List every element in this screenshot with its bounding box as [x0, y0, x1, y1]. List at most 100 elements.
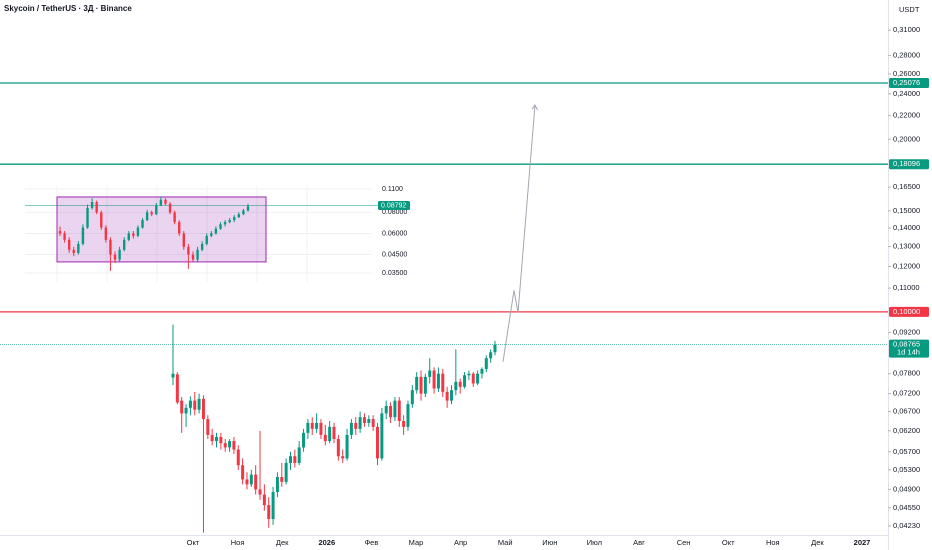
- candle-body: [210, 434, 214, 442]
- candle-body: [297, 447, 301, 463]
- candle-body: [410, 390, 414, 405]
- candle-body: [242, 210, 245, 215]
- y-tick-label: 0,16500: [893, 182, 920, 191]
- candle-body: [164, 199, 167, 204]
- candle-body: [349, 422, 353, 435]
- candle-body: [341, 456, 345, 459]
- candle-body: [58, 231, 62, 234]
- x-tick-label: Апр: [454, 538, 467, 547]
- candle-body: [332, 426, 336, 439]
- level-tag: [889, 306, 929, 317]
- candle-body: [471, 373, 475, 384]
- countdown-label: 1d 14h: [897, 348, 920, 357]
- candle-body: [193, 400, 197, 410]
- candle-body: [237, 214, 241, 218]
- candle-body: [200, 243, 204, 250]
- candle-body: [306, 422, 310, 433]
- x-tick-label: Авг: [633, 538, 645, 547]
- candle-body: [449, 390, 453, 401]
- level-tag: [889, 78, 929, 89]
- y-tick-label: 0,04900: [893, 484, 920, 493]
- x-tick-label: 2026: [318, 538, 335, 547]
- candle-body: [171, 373, 175, 378]
- candle-body: [136, 227, 140, 236]
- candle-body: [493, 344, 497, 353]
- candle-body: [463, 375, 467, 387]
- currency-label: USDT: [899, 5, 920, 14]
- candle-body: [215, 436, 219, 442]
- y-tick-label: 0,11000: [893, 283, 920, 292]
- candle-body: [271, 491, 275, 520]
- candle-body: [196, 249, 199, 260]
- candle-body: [284, 462, 288, 482]
- candle-body: [232, 441, 236, 450]
- candle-body: [310, 422, 314, 429]
- last-price-label: 0,08765: [893, 340, 920, 349]
- inset-y-tick-label: 0.1100: [382, 186, 403, 193]
- inset-last-price-label: 0.08792: [381, 202, 406, 209]
- candle-body: [72, 249, 75, 253]
- x-tick-label: Июн: [542, 538, 557, 547]
- candle-body: [262, 494, 266, 506]
- candle-body: [141, 220, 144, 228]
- inset-background: [25, 184, 413, 284]
- projection-arrow: [531, 104, 538, 111]
- candle-body: [175, 374, 179, 403]
- candle-body: [178, 222, 181, 234]
- candle-body: [258, 489, 262, 495]
- candle-body: [188, 400, 192, 408]
- candle-body: [467, 373, 471, 376]
- candle-body: [376, 426, 380, 459]
- candle-body: [155, 205, 158, 215]
- candle-body: [219, 224, 222, 229]
- candle-body: [454, 381, 458, 391]
- candle-body: [214, 228, 218, 234]
- inset-y-tick-label: 0.03500: [382, 270, 407, 277]
- candle-body: [419, 376, 423, 394]
- candle-body: [293, 456, 297, 463]
- candle-body: [236, 449, 240, 466]
- candle-body: [402, 420, 406, 427]
- candle-body: [201, 398, 205, 420]
- level-tag: [889, 159, 929, 170]
- candle-body: [245, 479, 249, 485]
- level-tag-label: 0,18096: [893, 159, 920, 168]
- candle-body: [228, 441, 232, 448]
- x-tick-label: Окт: [187, 538, 200, 547]
- y-tick-label: 0,09200: [893, 328, 920, 337]
- candle-body: [397, 400, 401, 421]
- y-tick-label: 0,04550: [893, 503, 920, 512]
- candle-body: [441, 373, 445, 392]
- candle-body: [423, 376, 427, 394]
- candle-body: [127, 233, 130, 240]
- candle-body: [371, 419, 375, 427]
- candle-body: [113, 254, 117, 260]
- candle-body: [86, 207, 89, 228]
- candle-body: [280, 477, 284, 482]
- candle-body: [63, 233, 66, 240]
- candle-body: [233, 217, 236, 221]
- candle-body: [275, 477, 279, 492]
- candle-body: [389, 406, 393, 418]
- range-box: [56, 196, 267, 263]
- candle-body: [367, 419, 371, 423]
- y-tick-label: 0,31000: [893, 25, 920, 34]
- candle-body: [458, 381, 462, 387]
- candle-body: [150, 212, 153, 215]
- x-tick-label: Ноя: [766, 538, 780, 547]
- candle-body: [319, 422, 323, 435]
- level-tag-label: 0,10000: [893, 307, 920, 316]
- candle-body: [354, 422, 358, 429]
- candle-body: [180, 400, 184, 414]
- candle-body: [109, 239, 112, 255]
- candle-body: [168, 203, 172, 213]
- y-tick-label: 0,05700: [893, 447, 920, 456]
- candle-body: [205, 235, 208, 244]
- candle-body: [384, 406, 388, 414]
- candle-body: [187, 246, 190, 255]
- candle-body: [104, 227, 108, 240]
- candle-body: [184, 407, 188, 414]
- candle-body: [118, 249, 121, 260]
- candle-body: [345, 434, 349, 459]
